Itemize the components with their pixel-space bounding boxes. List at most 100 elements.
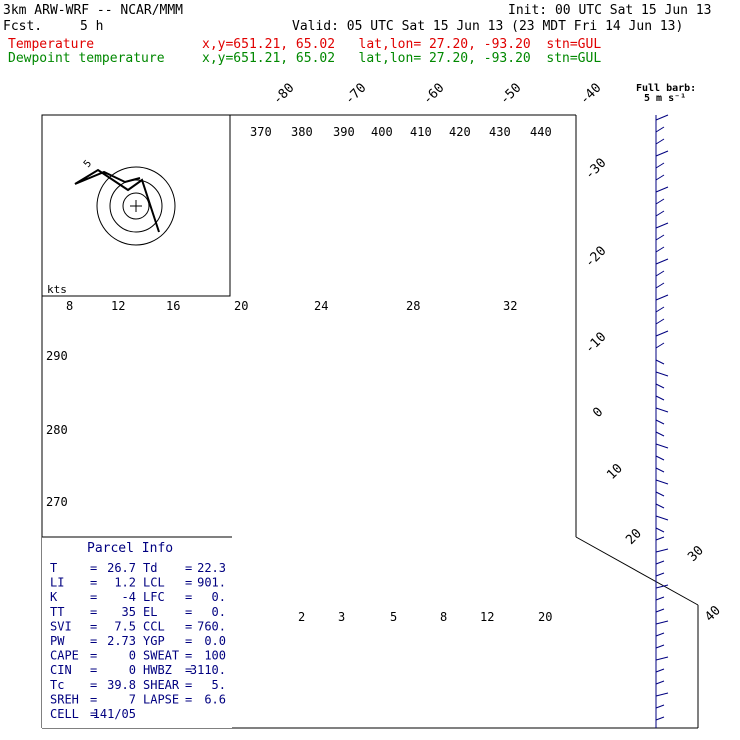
mixing-ratio-label: 8 [440, 610, 447, 624]
wind-barb [655, 632, 665, 637]
temp-tick-right: -30 [582, 156, 609, 183]
wind-barb [655, 443, 669, 449]
parcel-label: T [50, 561, 57, 575]
parcel-value: 141/05 [93, 707, 136, 721]
wind-barb [655, 515, 669, 521]
wind-barb [655, 162, 665, 169]
parcel-value: 39.8 [107, 678, 136, 692]
wind-barb [655, 258, 669, 265]
parcel-label-2: LCL [143, 576, 165, 590]
theta-left-label: 290 [46, 349, 68, 363]
parcel-value-2: 0.0 [204, 634, 226, 648]
wind-barb [655, 479, 669, 485]
parcel-label: CAPE [50, 649, 79, 663]
parcel-equals: = [90, 619, 97, 633]
parcel-equals-2: = [185, 590, 192, 604]
wind-barb [655, 491, 665, 497]
parcel-value: -4 [122, 590, 136, 604]
theta-label: 370 [250, 125, 272, 139]
parcel-label: K [50, 590, 58, 604]
theta-label: 420 [449, 125, 471, 139]
wind-barb [655, 114, 669, 121]
parcel-value-2: 3110. [190, 663, 226, 677]
theta-label: 440 [530, 125, 552, 139]
parcel-equals: = [90, 678, 97, 692]
speed-tick-label: 24 [314, 299, 328, 313]
fcst-label: Fcst. [3, 19, 43, 34]
wind-barb [655, 359, 665, 365]
wind-barb [655, 174, 665, 181]
parcel-label: TT [50, 605, 64, 619]
wind-barb [655, 668, 665, 673]
theta-left-label: 280 [46, 423, 68, 437]
mixing-ratio-label: 20 [538, 610, 552, 624]
parcel-value-2: 6.6 [204, 692, 226, 706]
wind-barb [655, 371, 669, 377]
wind-barb [655, 572, 665, 577]
temp-tick-right: 10 [604, 461, 626, 483]
wind-barb [655, 536, 665, 541]
dewpoint-legend-info: x,y=651.21, 65.02 lat,lon= 27.20, -93.20… [202, 51, 602, 66]
wind-barb [655, 186, 669, 193]
dewpoint-legend-label: Dewpoint temperature [8, 51, 165, 66]
parcel-value: 35 [122, 605, 136, 619]
theta-label: 380 [291, 125, 313, 139]
hodograph-kts-label: kts [47, 283, 67, 296]
temp-tick-right: -10 [582, 330, 609, 357]
wind-barb [655, 210, 665, 217]
hodograph: 5 kts [41, 114, 231, 297]
barb-key-line1: Full barb: [636, 83, 697, 94]
parcel-label-2: SHEAR [143, 678, 180, 692]
mixing-ratio-label: 12 [480, 610, 494, 624]
wind-barb [655, 716, 665, 721]
axis-labels: 1002003004005006007008009001000812162024… [46, 81, 724, 625]
mixing-ratio-label: 5 [390, 610, 397, 624]
parcel-value-2: 0. [212, 590, 226, 604]
parcel-label-2: Td [143, 561, 157, 575]
init-time: Init: 00 UTC Sat 15 Jun 13 [508, 3, 712, 18]
wind-barb [655, 560, 665, 565]
wind-barb [655, 548, 669, 553]
temp-tick-top: -40 [577, 81, 604, 108]
parcel-equals-2: = [185, 561, 192, 575]
parcel-equals-2: = [185, 619, 192, 633]
parcel-label-2: EL [143, 605, 157, 619]
parcel-value-2: 0. [212, 605, 226, 619]
wind-barb [655, 294, 669, 301]
temp-tick-top: -70 [342, 81, 369, 108]
hodograph-ring-label: 5 [82, 158, 94, 170]
parcel-label: PW [50, 634, 65, 648]
wind-barb [655, 467, 665, 473]
temp-tick-right: 40 [702, 603, 724, 625]
wind-barb [655, 270, 665, 277]
speed-tick-label: 16 [166, 299, 180, 313]
wind-barb [655, 126, 665, 133]
parcel-label: LI [50, 576, 64, 590]
wind-barb [655, 656, 669, 661]
parcel-equals: = [90, 590, 97, 604]
wind-barb [655, 503, 665, 509]
wind-barb [655, 222, 669, 229]
parcel-value-2: 100 [204, 649, 226, 663]
temperature-legend-label: Temperature [8, 37, 95, 52]
wind-barb [655, 419, 665, 425]
parcel-value: 0 [129, 663, 136, 677]
temp-tick-top: -60 [420, 81, 447, 108]
wind-barb [655, 246, 665, 253]
wind-barb [655, 680, 665, 685]
parcel-info-title: Parcel Info [87, 541, 173, 556]
temp-tick-top: -80 [270, 81, 297, 108]
parcel-equals: = [90, 649, 97, 663]
speed-tick-label: 20 [234, 299, 248, 313]
parcel-equals: = [90, 692, 97, 706]
parcel-value-2: 901. [197, 576, 226, 590]
parcel-value: 7 [129, 692, 136, 706]
parcel-equals-2: = [185, 634, 192, 648]
theta-label: 400 [371, 125, 393, 139]
wind-barb [655, 234, 665, 241]
parcel-label: CELL [50, 707, 79, 721]
temp-tick-right: 0 [590, 405, 606, 421]
parcel-equals: = [90, 634, 97, 648]
parcel-value: 2.73 [107, 634, 136, 648]
